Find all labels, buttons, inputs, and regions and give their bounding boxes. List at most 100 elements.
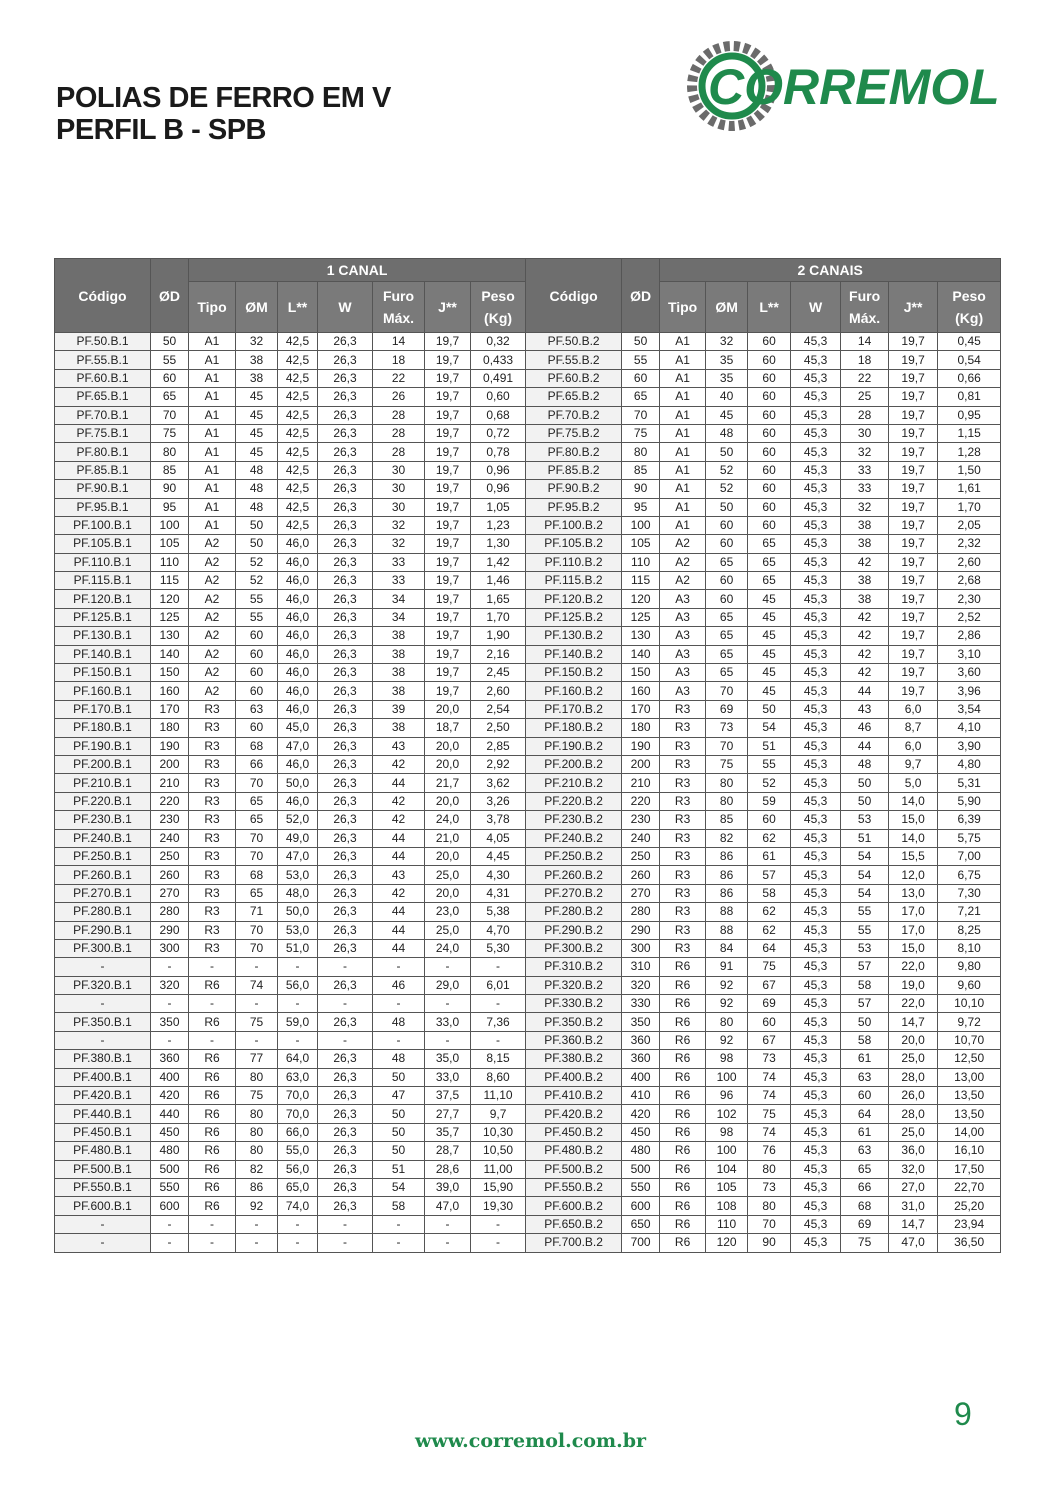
table-cell: - (317, 1030, 373, 1051)
table-cell: 42,5 (277, 368, 318, 389)
table-cell: 18 (840, 350, 890, 370)
table-cell: 7,30 (937, 883, 1002, 904)
table-cell: 26,3 (317, 497, 373, 517)
group-row: Código ØD 1 CANAL Código ØD 2 CANAIS (54, 258, 1002, 333)
table-cell: 190 (150, 736, 189, 756)
table-cell: 7,21 (937, 902, 1002, 922)
table-cell: R6 (659, 1012, 707, 1032)
table-cell: 38 (372, 663, 425, 683)
table-cell: 45,3 (790, 718, 842, 738)
table-cell: 8,10 (937, 938, 1002, 959)
table-cell: 105 (150, 534, 189, 554)
table-cell: PF.100.B.2 (525, 515, 623, 536)
table-cell: 3,10 (937, 644, 1002, 665)
table-cell: 250 (621, 846, 661, 867)
table-cell: 59 (747, 791, 792, 812)
column-header: Código (525, 258, 623, 333)
table-cell: PF.180.B.1 (54, 718, 151, 738)
table-cell: A1 (659, 368, 707, 389)
table-cell: 2,30 (937, 589, 1002, 609)
table-cell: - (150, 1214, 189, 1235)
table-cell: 46,0 (277, 552, 318, 573)
table-cell: 100 (705, 1067, 749, 1088)
table-cell: 46,0 (277, 663, 318, 683)
table-cell: PF.350.B.1 (54, 1012, 151, 1032)
table-cell: 26,3 (317, 699, 373, 720)
table-cell: 45,3 (790, 1141, 842, 1161)
table-cell: 26,3 (317, 442, 373, 462)
table-cell: 45,3 (790, 791, 842, 812)
table-cell: PF.140.B.1 (54, 644, 151, 665)
table-cell: PF.200.B.1 (54, 754, 151, 775)
table-cell: 50 (372, 1141, 425, 1161)
table-cell: 38 (840, 534, 890, 554)
table-cell: 58 (372, 1196, 425, 1216)
table-cell: 31,0 (888, 1196, 939, 1216)
table-cell: 44 (372, 846, 425, 867)
table-cell: - (235, 1233, 278, 1253)
table-row: PF.230.B.1 230 R3 65 52,0 26,3 42 24,0 3,78 PF.23… (54, 810, 1002, 830)
table-cell: 26,3 (317, 865, 373, 885)
table-cell: PF.105.B.1 (54, 534, 151, 554)
table-cell: 77 (235, 1049, 278, 1069)
table-cell: 50 (621, 331, 661, 352)
table-cell: - (469, 957, 527, 977)
table-cell: 14,7 (888, 1214, 939, 1235)
title-line: PERFIL B - SPB (56, 114, 266, 146)
table-cell: PF.410.B.2 (525, 1086, 623, 1106)
table-cell: 42 (372, 810, 425, 830)
table-cell: 26,3 (317, 681, 373, 701)
table-cell: 1,23 (469, 515, 527, 536)
column-header: ØD (621, 258, 661, 333)
table-cell: 28,0 (888, 1067, 939, 1088)
table-cell: 70 (621, 405, 661, 425)
table-cell: A3 (659, 681, 707, 701)
table-cell: 61 (840, 1049, 890, 1069)
table-cell: 80 (621, 442, 661, 462)
table-cell: 170 (621, 699, 661, 720)
table-cell: 44 (840, 736, 890, 756)
table-row: PF.200.B.1 200 R3 66 46,0 26,3 42 20,0 2,92 PF.20… (54, 754, 1002, 775)
table-cell: 42,5 (277, 387, 318, 407)
table-cell: 42,5 (277, 423, 318, 444)
table-cell: 2,16 (469, 644, 527, 665)
table-cell: 69 (705, 699, 749, 720)
table-cell: - (54, 994, 151, 1014)
table-cell: 54 (747, 718, 792, 738)
table-cell: 45,3 (790, 1030, 842, 1051)
table-cell: 4,80 (937, 754, 1002, 775)
table-cell: 26,3 (317, 718, 373, 738)
table-cell: 50 (840, 773, 890, 793)
table-cell: 70 (235, 846, 278, 867)
table-cell: 42,5 (277, 515, 318, 536)
table-cell: 19,7 (888, 423, 939, 444)
table-cell: 0,68 (469, 405, 527, 425)
table-cell: 35 (705, 350, 749, 370)
table-cell: 400 (150, 1067, 189, 1088)
table-cell: 0,66 (937, 368, 1002, 389)
table-cell: 320 (150, 975, 189, 996)
table-cell: 26,3 (317, 975, 373, 996)
column-header: L** (277, 281, 318, 333)
table-cell: R3 (659, 938, 707, 959)
table-cell: 1,65 (469, 589, 527, 609)
table-cell: 6,75 (937, 865, 1002, 885)
table-cell: 48 (235, 460, 278, 481)
table-cell: 57 (747, 865, 792, 885)
table-cell: 26,0 (888, 1086, 939, 1106)
table-cell: 45,3 (790, 479, 842, 499)
table-cell: 26,3 (317, 810, 373, 830)
table-cell: 53,0 (277, 865, 318, 885)
table-cell: 45,3 (790, 975, 842, 996)
table-row: PF.55.B.1 55 A1 38 42,5 26,3 18 19,7 0,433 PF.55.… (54, 350, 1002, 370)
table-cell: 45 (747, 607, 792, 628)
table-cell: 30 (840, 423, 890, 444)
table-cell: 33 (840, 479, 890, 499)
table-cell: 26,3 (317, 1086, 373, 1106)
table-cell: 0,45 (937, 331, 1002, 352)
table-cell: 27,7 (424, 1104, 471, 1124)
table-cell: - (424, 957, 471, 977)
table-cell: 45,3 (790, 497, 842, 517)
table-cell: 19,7 (888, 571, 939, 591)
